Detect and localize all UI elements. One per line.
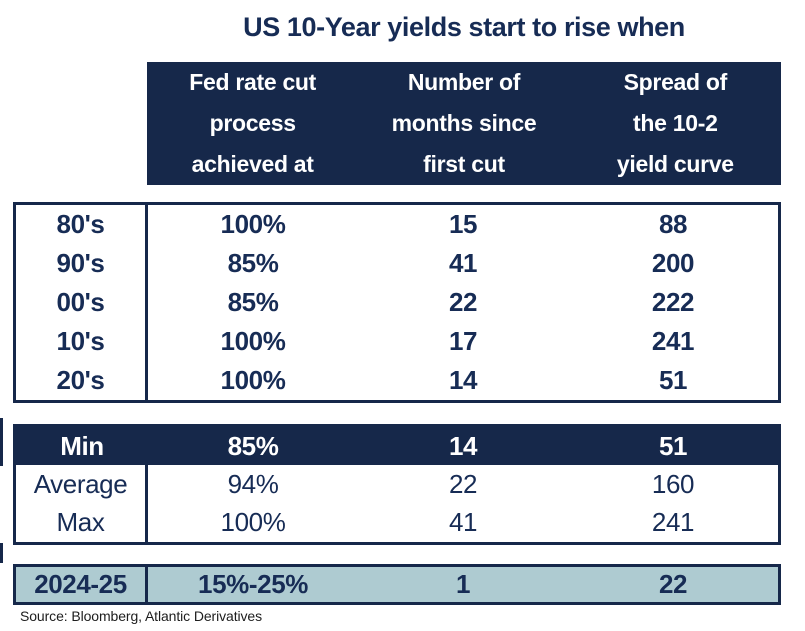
header-line: Spread of — [623, 69, 728, 95]
header-line: process — [209, 110, 296, 136]
table-cell: 100% — [220, 507, 286, 538]
row-label-max: Max — [16, 503, 148, 542]
source-note: Source: Bloomberg, Atlantic Derivatives — [20, 608, 262, 624]
table-cell: 85% — [148, 427, 358, 466]
row-label-2024-25: 2024-25 — [16, 567, 148, 602]
table-header: Fed rate cut process achieved at Number … — [147, 62, 781, 185]
row-label-min: Min — [16, 427, 148, 466]
column-header-spread-10-2: Spread of the 10-2 yield curve — [570, 62, 781, 185]
page-title: US 10-Year yields start to rise when — [243, 12, 685, 42]
header-line: the 10-2 — [633, 110, 718, 136]
header-line: months since — [391, 110, 537, 136]
table-cell: 85% — [227, 248, 279, 278]
table-cell: 15 — [448, 209, 478, 239]
table-cell: 94% — [227, 468, 279, 499]
table-cell: 100% — [220, 365, 286, 395]
left-edge-artifact — [0, 418, 3, 466]
row-label-20s: 20's — [16, 361, 148, 400]
table-cell: 14 — [448, 365, 478, 395]
row-label-00s: 00's — [16, 283, 148, 322]
table-cell: 51 — [568, 427, 778, 466]
column-header-fed-rate-cut: Fed rate cut process achieved at — [147, 62, 358, 185]
table-cell: 22 — [448, 468, 478, 499]
row-label-average: Average — [16, 465, 148, 504]
summary-table: Min 85% 14 51 Average 94% 22 160 Max 100… — [13, 424, 781, 545]
header-line: first cut — [423, 151, 505, 177]
table-cell: 200 — [651, 248, 695, 278]
left-edge-artifact — [0, 543, 3, 563]
table-cell: 222 — [651, 287, 695, 317]
table-cell: 41 — [448, 507, 478, 538]
header-line: yield curve — [616, 151, 734, 177]
table-cell: 41 — [448, 248, 478, 278]
table-cell: 22 — [448, 287, 478, 317]
table-cell: 88 — [658, 209, 688, 239]
row-label-10s: 10's — [16, 322, 148, 361]
table-cell: 14 — [358, 427, 568, 466]
column-header-months-since-cut: Number of months since first cut — [358, 62, 569, 185]
row-label-80s: 80's — [16, 205, 148, 244]
header-line: achieved at — [191, 151, 314, 177]
table-cell: 22 — [658, 569, 688, 599]
table-cell: 160 — [651, 468, 695, 499]
table-cell: 51 — [658, 365, 688, 395]
header-line: Number of — [407, 69, 521, 95]
decades-table: 80's 100% 15 88 90's 85% 41 200 00's 85%… — [13, 202, 781, 403]
table-cell: 1 — [455, 569, 471, 599]
header-line: Fed rate cut — [189, 69, 317, 95]
row-label-90s: 90's — [16, 244, 148, 283]
table-cell: 100% — [220, 326, 286, 356]
table-cell: 100% — [220, 209, 286, 239]
table-cell: 15%-25% — [198, 569, 308, 599]
table-cell: 85% — [227, 287, 279, 317]
table-cell: 241 — [651, 326, 695, 356]
table-cell: 17 — [448, 326, 478, 356]
current-period-row: 2024-25 15%-25% 1 22 — [13, 564, 781, 605]
table-cell: 241 — [651, 507, 695, 538]
